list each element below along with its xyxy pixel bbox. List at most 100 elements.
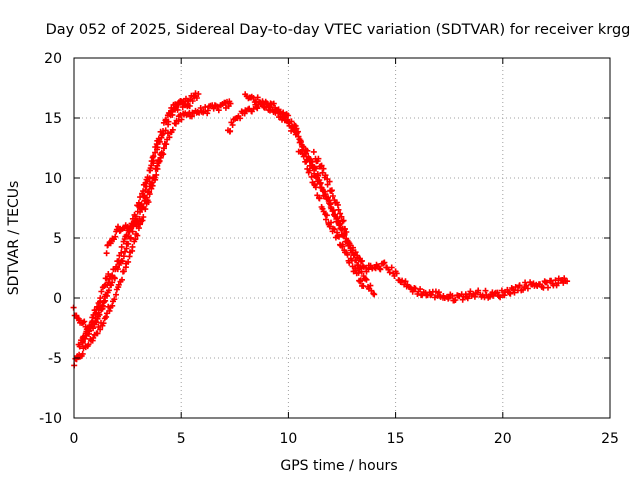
data-point [172, 105, 179, 111]
data-point [142, 198, 149, 204]
data-point [98, 288, 105, 295]
data-point [299, 150, 306, 157]
data-point [103, 313, 110, 320]
data-point [100, 320, 107, 327]
data-point [329, 208, 336, 214]
data-point [140, 204, 147, 211]
data-point [445, 294, 452, 301]
chart-title: Day 052 of 2025, Sidereal Day-to-day VTE… [46, 22, 631, 38]
data-point [137, 208, 143, 215]
data-point [113, 263, 120, 270]
data-point [452, 297, 459, 303]
data-point [350, 252, 357, 259]
data-point [564, 278, 571, 285]
data-point [147, 167, 154, 174]
data-point [105, 279, 112, 286]
data-point [88, 321, 95, 328]
data-point [335, 206, 342, 213]
data-point [381, 259, 388, 266]
y-tick-label: 0 [53, 291, 62, 307]
data-point [303, 158, 310, 165]
data-point [148, 158, 155, 165]
x-tick-label: 15 [387, 431, 405, 447]
data-point [323, 212, 330, 219]
data-point [494, 289, 501, 296]
data-point [295, 133, 302, 140]
data-point [325, 194, 331, 201]
data-point [320, 165, 327, 172]
data-point [357, 277, 364, 284]
data-point [371, 291, 378, 298]
data-point [359, 257, 365, 264]
data-point [316, 195, 323, 202]
data-point [109, 272, 116, 279]
data-point [79, 350, 86, 357]
data-point [312, 184, 319, 191]
data-point [467, 288, 474, 295]
data-point [313, 165, 319, 172]
data-point [435, 289, 442, 296]
data-point [545, 284, 551, 291]
data-point [76, 343, 83, 350]
data-point [335, 217, 342, 224]
data-point [273, 106, 280, 113]
data-point [166, 111, 173, 117]
data-point [464, 295, 471, 302]
data-point [103, 250, 110, 257]
data-point [178, 116, 185, 123]
data-point [152, 149, 159, 156]
data-point [115, 258, 122, 265]
data-point [102, 291, 109, 298]
data-point [102, 281, 109, 288]
data-point [156, 158, 163, 165]
data-point [143, 194, 150, 201]
data-point [339, 241, 346, 248]
axis-ticks: 0 5 10 15 20 25 -10 -5 0 5 10 15 20 [39, 51, 619, 447]
data-point [161, 145, 167, 151]
data-point [259, 98, 266, 105]
x-tick-label: 0 [70, 431, 79, 447]
data-point [166, 134, 173, 141]
data-point [293, 130, 300, 137]
data-point [393, 270, 400, 277]
data-point [118, 249, 125, 256]
data-point [323, 216, 329, 223]
data-point [118, 243, 125, 250]
x-tick-label: 5 [177, 431, 186, 447]
data-point [417, 286, 424, 293]
data-point [402, 278, 409, 285]
data-point [158, 132, 165, 139]
data-point [337, 210, 344, 217]
data-point [163, 141, 170, 148]
data-point [346, 240, 353, 247]
data-points [70, 90, 571, 369]
data-point [516, 282, 523, 289]
x-tick-label: 20 [494, 431, 512, 447]
data-point [386, 269, 393, 276]
data-point [332, 211, 338, 218]
data-point [97, 295, 104, 302]
data-point [119, 276, 125, 283]
data-point [254, 105, 261, 112]
data-point [204, 107, 211, 114]
data-point [507, 290, 514, 297]
data-point [144, 174, 151, 181]
data-point [263, 100, 270, 107]
data-point [111, 275, 118, 282]
data-point [154, 162, 161, 169]
y-tick-label: -10 [39, 411, 62, 427]
data-point [105, 287, 112, 294]
data-point [125, 258, 132, 265]
data-point [195, 91, 202, 97]
data-point [140, 214, 147, 220]
data-point [409, 288, 416, 295]
data-point [322, 191, 329, 198]
data-point [298, 139, 304, 145]
data-point [254, 94, 261, 101]
data-point [115, 281, 122, 288]
data-point [193, 95, 200, 101]
data-point [308, 173, 315, 180]
data-point [150, 153, 157, 160]
data-point [338, 213, 345, 220]
